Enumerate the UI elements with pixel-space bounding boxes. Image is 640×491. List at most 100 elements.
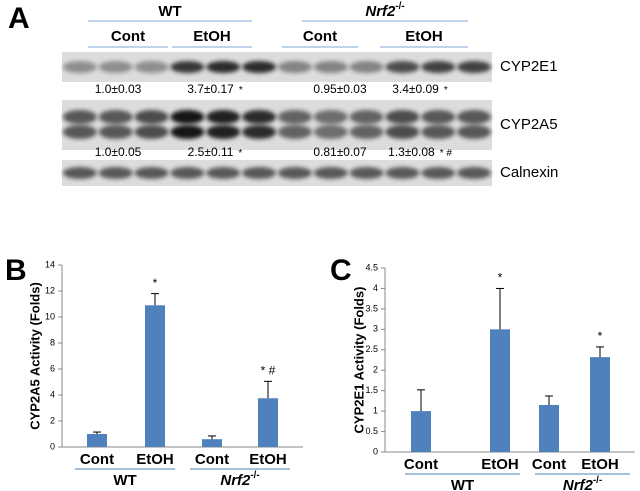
blot-band <box>62 167 97 179</box>
y-tick-label: 6 <box>50 363 55 373</box>
y-tick-label: 4.5 <box>365 262 378 272</box>
x-tick-label: EtOH <box>581 456 619 473</box>
blot-band <box>349 61 384 73</box>
blot-band <box>134 110 169 124</box>
group-name: Nrf2 <box>220 472 251 489</box>
condition-label: Cont <box>303 28 337 45</box>
bar <box>411 411 431 452</box>
group-name: Nrf2 <box>563 477 594 491</box>
blot-band <box>421 61 456 73</box>
quant-value: 0.95±0.03 <box>313 82 367 96</box>
blot-band <box>206 61 241 73</box>
blot-band <box>242 125 277 139</box>
bar <box>258 398 278 447</box>
y-tick-label: 8 <box>50 337 55 347</box>
group-label: WT <box>113 472 136 489</box>
x-tick-label: EtOH <box>136 451 174 468</box>
bar <box>539 404 559 452</box>
y-tick-label: 1 <box>373 405 378 415</box>
blot-band <box>62 110 97 124</box>
group-superscript: -/- <box>593 475 602 486</box>
x-tick-label: Cont <box>195 451 229 468</box>
condition-label: EtOH <box>405 28 443 45</box>
blot-band <box>134 125 169 139</box>
bar <box>145 305 165 447</box>
blot-band <box>421 167 456 179</box>
quant-text: 3.4±0.09 * <box>392 82 448 96</box>
y-tick-label: 2.5 <box>365 344 378 354</box>
panel-label: B <box>5 254 27 287</box>
blot-band <box>313 125 348 139</box>
x-tick-label: EtOH <box>481 456 519 473</box>
quant-mark: * <box>238 148 242 159</box>
blot-band <box>457 167 492 179</box>
blot-band <box>349 110 384 124</box>
blot-band <box>206 110 241 124</box>
quant-mark: * # <box>440 148 453 159</box>
protein-label: CYP2A5 <box>500 116 558 133</box>
blot-band <box>62 125 97 139</box>
blot-band <box>62 61 97 73</box>
group-name: WT <box>158 3 181 20</box>
y-tick-label: 2 <box>373 365 378 375</box>
y-tick-label: 0 <box>50 441 55 451</box>
quant-value: 0.81±0.07 <box>313 145 367 159</box>
annotation: * <box>498 271 503 285</box>
blot-band <box>170 167 205 179</box>
blot-band <box>277 61 312 73</box>
blot-band <box>457 110 492 124</box>
blot-band <box>421 110 456 124</box>
group-superscript: -/- <box>395 1 404 12</box>
group-name: Nrf2 <box>365 3 396 20</box>
blot-band <box>98 61 133 73</box>
group-name: WT <box>451 477 474 491</box>
blot-band <box>134 61 169 73</box>
quant-value: 3.4±0.09 <box>392 82 439 96</box>
x-tick-label: Cont <box>404 456 438 473</box>
quant-value: 3.7±0.17 <box>187 82 234 96</box>
blot-band <box>385 110 420 124</box>
blot-band <box>349 125 384 139</box>
y-tick-label: 1.5 <box>365 385 378 395</box>
y-tick-label: 3.5 <box>365 303 378 313</box>
quant-text: 0.81±0.07 <box>313 145 367 159</box>
bar <box>87 434 107 447</box>
x-tick-label: EtOH <box>249 451 287 468</box>
quant-text: 3.7±0.17 * <box>187 82 243 96</box>
y-tick-label: 10 <box>45 311 55 321</box>
x-tick-label: Cont <box>532 456 566 473</box>
blot-band <box>277 110 312 124</box>
blot-band <box>242 167 277 179</box>
blot-band <box>206 125 241 139</box>
blot-strip <box>62 52 492 82</box>
bar <box>490 329 510 452</box>
condition-label: Cont <box>111 28 145 45</box>
y-axis-label: CYP2A5 Activity (Folds) <box>27 282 42 430</box>
group-label: Nrf2-/- <box>220 470 259 489</box>
blot-band <box>421 125 456 139</box>
quant-text: 0.95±0.03 <box>313 82 367 96</box>
panel-label: A <box>8 2 30 35</box>
bar <box>590 357 610 452</box>
blot-band <box>277 167 312 179</box>
blot-band <box>457 61 492 73</box>
annotation: * <box>598 329 603 343</box>
annotation: * # <box>261 364 276 378</box>
blot-band <box>277 125 312 139</box>
group-superscript: -/- <box>250 470 259 481</box>
protein-label: CYP2E1 <box>500 58 558 75</box>
quant-text: 1.0±0.03 <box>95 82 142 96</box>
blot-band <box>457 125 492 139</box>
quant-value: 1.3±0.08 <box>388 145 435 159</box>
y-tick-label: 12 <box>45 285 55 295</box>
group-name: WT <box>113 472 136 489</box>
x-tick-label: Cont <box>80 451 114 468</box>
blot-band <box>349 167 384 179</box>
blot-band <box>242 61 277 73</box>
y-tick-label: 0 <box>373 446 378 456</box>
blot-band <box>98 125 133 139</box>
blot-band <box>313 61 348 73</box>
blot-band <box>242 110 277 124</box>
quant-text: 1.3±0.08 * # <box>388 145 452 159</box>
